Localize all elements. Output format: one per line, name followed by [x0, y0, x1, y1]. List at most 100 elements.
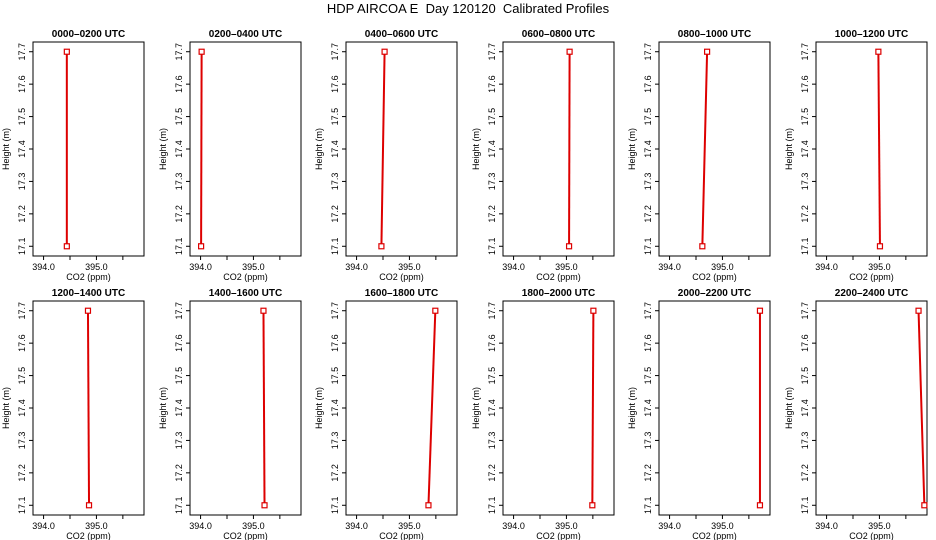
- y-tick-label: 17.3: [17, 432, 27, 450]
- data-point: [261, 502, 268, 509]
- profile-line: [86, 310, 91, 506]
- data-point: [85, 502, 93, 509]
- y-tick-label: 17.1: [643, 238, 653, 256]
- y-tick-label: 17.7: [17, 302, 27, 320]
- x-tick-label: 395.0: [242, 521, 265, 531]
- profile-line: [877, 51, 881, 247]
- panel-title: 0000–0200 UTC: [52, 29, 125, 40]
- y-tick-label: 17.1: [330, 238, 340, 256]
- y-tick-label: 17.5: [330, 367, 340, 385]
- y-tick-label: 17.2: [487, 464, 497, 482]
- x-tick-label: 395.0: [398, 262, 421, 272]
- x-tick-label: 394.0: [32, 262, 55, 272]
- y-tick-label: 17.1: [17, 497, 27, 515]
- x-axis-label: CO2 (ppm): [379, 531, 424, 540]
- plot-frame: [658, 300, 771, 516]
- profile-panel: 0400–0600 UTC 394.0 395.0 17.1 17.2 17.3 17.4 1…: [314, 29, 458, 282]
- y-tick-label: 17.6: [17, 334, 27, 352]
- panel-title: 0200–0400 UTC: [209, 29, 282, 40]
- data-point: [589, 502, 596, 509]
- data-point: [921, 502, 928, 509]
- plot-frame: [815, 41, 928, 257]
- y-tick-label: 17.5: [174, 108, 184, 126]
- data-point: [378, 243, 385, 250]
- y-tick-label: 17.5: [487, 367, 497, 385]
- x-axis-label: CO2 (ppm): [536, 531, 581, 540]
- x-tick-label: 394.0: [658, 262, 681, 272]
- profile-panel: 2000–2200 UTC 394.0 395.0 17.1 17.2 17.3 17.4 1…: [627, 288, 771, 540]
- y-tick-label: 17.5: [17, 108, 27, 126]
- x-axis-label: CO2 (ppm): [66, 531, 111, 540]
- y-tick-label: 17.7: [174, 302, 184, 320]
- y-tick-label: 17.3: [487, 432, 497, 450]
- x-axis-label: CO2 (ppm): [536, 272, 581, 282]
- y-tick-label: 17.5: [643, 367, 653, 385]
- x-tick-label: 395.0: [868, 521, 891, 531]
- y-tick-label: 17.7: [643, 302, 653, 320]
- y-tick-label: 17.6: [800, 334, 810, 352]
- data-point: [756, 502, 764, 509]
- data-point: [432, 307, 439, 314]
- y-tick-label: 17.1: [174, 238, 184, 256]
- profile-line: [591, 310, 595, 506]
- y-tick-label: 17.6: [174, 334, 184, 352]
- y-tick-label: 17.4: [330, 399, 340, 417]
- y-tick-label: 17.2: [800, 205, 810, 223]
- x-axis-label: CO2 (ppm): [849, 272, 894, 282]
- y-tick-label: 17.6: [800, 75, 810, 93]
- y-axis-label: Height (m): [471, 387, 481, 429]
- profile-panel: 1000–1200 UTC 394.0 395.0 17.1 17.2 17.3 17.4 1…: [784, 29, 928, 282]
- x-tick-label: 394.0: [189, 262, 212, 272]
- y-tick-label: 17.2: [174, 464, 184, 482]
- x-tick-label: 394.0: [502, 262, 525, 272]
- y-tick-label: 17.1: [487, 238, 497, 256]
- x-tick-label: 395.0: [398, 521, 421, 531]
- y-tick-label: 17.3: [174, 432, 184, 450]
- y-tick-label: 17.3: [330, 432, 340, 450]
- y-tick-label: 17.1: [17, 238, 27, 256]
- profile-panel: 0600–0800 UTC 394.0 395.0 17.1 17.2 17.3 17.4 1…: [471, 29, 615, 282]
- x-tick-label: 394.0: [815, 262, 838, 272]
- data-point: [198, 243, 205, 250]
- panel-title: 1800–2000 UTC: [522, 288, 595, 299]
- x-tick-label: 395.0: [242, 262, 265, 272]
- data-point: [63, 48, 70, 55]
- y-tick-label: 17.5: [330, 108, 340, 126]
- y-tick-label: 17.3: [487, 173, 497, 191]
- x-tick-label: 394.0: [189, 521, 212, 531]
- profile-line: [568, 51, 571, 247]
- data-point: [590, 307, 597, 314]
- profile-panel: 1200–1400 UTC 394.0 395.0 17.1 17.2 17.3 17.4 1…: [1, 288, 145, 540]
- y-axis-label: Height (m): [627, 387, 637, 429]
- panel-title: 2200–2400 UTC: [835, 288, 908, 299]
- y-tick-label: 17.3: [800, 173, 810, 191]
- y-axis-label: Height (m): [627, 128, 637, 170]
- y-tick-label: 17.5: [800, 108, 810, 126]
- y-axis-label: Height (m): [314, 128, 324, 170]
- y-tick-label: 17.7: [487, 43, 497, 61]
- x-tick-label: 394.0: [658, 521, 681, 531]
- plot-frame: [345, 41, 458, 257]
- y-tick-label: 17.6: [487, 334, 497, 352]
- plot-frame: [658, 41, 771, 257]
- data-point: [566, 48, 573, 55]
- y-tick-label: 17.4: [643, 399, 653, 417]
- y-tick-label: 17.3: [17, 173, 27, 191]
- data-point: [260, 307, 267, 314]
- data-point: [875, 48, 882, 55]
- y-tick-label: 17.4: [487, 140, 497, 158]
- panel-title: 0600–0800 UTC: [522, 29, 595, 40]
- x-axis-label: CO2 (ppm): [849, 531, 894, 540]
- y-tick-label: 17.4: [643, 140, 653, 158]
- y-tick-label: 17.2: [17, 464, 27, 482]
- y-tick-label: 17.1: [800, 497, 810, 515]
- y-tick-label: 17.5: [487, 108, 497, 126]
- profile-line: [917, 310, 926, 506]
- plot-frame: [502, 300, 615, 516]
- x-tick-label: 394.0: [815, 521, 838, 531]
- x-tick-label: 395.0: [85, 521, 108, 531]
- y-tick-label: 17.1: [174, 497, 184, 515]
- y-axis-label: Height (m): [1, 128, 11, 170]
- profile-panel: 1600–1800 UTC 394.0 395.0 17.1 17.2 17.3 17.4 1…: [314, 288, 458, 540]
- profile-line: [200, 51, 203, 247]
